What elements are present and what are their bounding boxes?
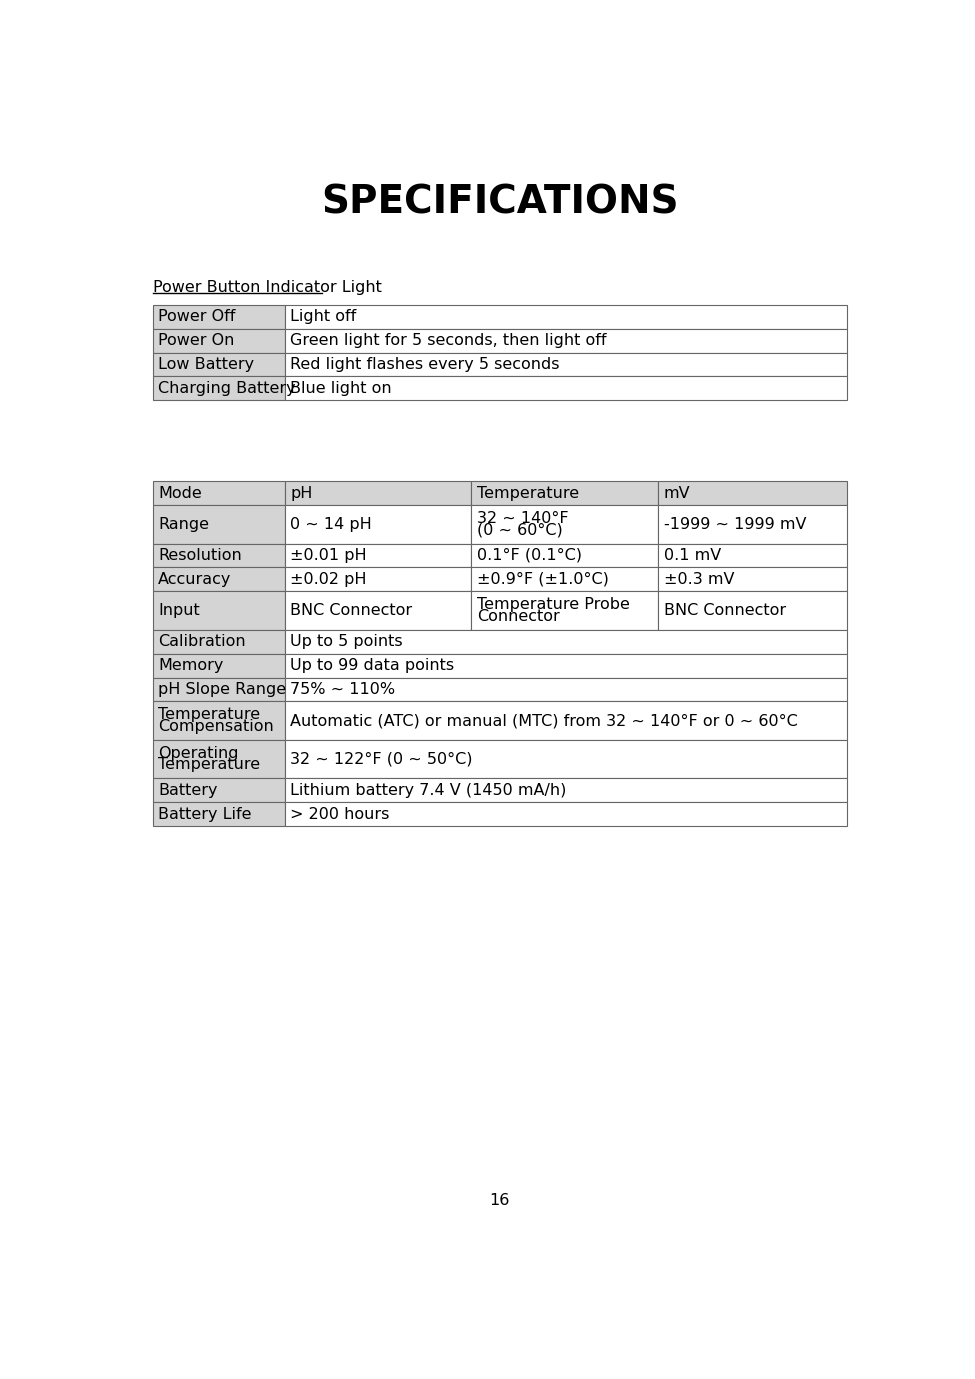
Bar (285, 592, 471, 630)
Bar (471, 592, 658, 630)
Bar (153, 505, 285, 543)
Text: pH: pH (290, 485, 312, 501)
Bar (658, 505, 846, 543)
Text: pH Slope Range: pH Slope Range (158, 683, 287, 696)
Bar (471, 567, 658, 592)
Bar (153, 677, 285, 702)
Bar (658, 543, 846, 567)
Text: Compensation: Compensation (158, 718, 274, 734)
Text: mV: mV (664, 485, 690, 501)
Text: Automatic (ATC) or manual (MTC) from 32 ~ 140°F or 0 ~ 60°C: Automatic (ATC) or manual (MTC) from 32 … (290, 713, 798, 728)
Bar (153, 654, 285, 677)
Bar (153, 778, 285, 803)
Bar (285, 803, 846, 826)
Text: Blue light on: Blue light on (290, 381, 392, 396)
Text: Lithium battery 7.4 V (1450 mA/h): Lithium battery 7.4 V (1450 mA/h) (290, 783, 566, 798)
Bar (285, 505, 471, 543)
Text: Connector: Connector (477, 608, 560, 623)
Text: Calibration: Calibration (158, 634, 246, 650)
Text: Red light flashes every 5 seconds: Red light flashes every 5 seconds (290, 357, 560, 372)
Text: > 200 hours: > 200 hours (290, 807, 389, 822)
Bar (153, 481, 285, 505)
Text: 75% ~ 110%: 75% ~ 110% (290, 683, 395, 696)
Text: BNC Connector: BNC Connector (664, 603, 786, 618)
Text: ±0.01 pH: ±0.01 pH (290, 547, 367, 563)
Bar (658, 592, 846, 630)
Bar (285, 741, 846, 778)
Bar (285, 328, 846, 353)
Bar (471, 481, 658, 505)
Text: Power Off: Power Off (158, 309, 236, 324)
Text: 32 ~ 122°F (0 ~ 50°C): 32 ~ 122°F (0 ~ 50°C) (290, 752, 473, 767)
Text: Light off: Light off (290, 309, 356, 324)
Text: Temperature: Temperature (158, 757, 260, 772)
Text: Power Button Indicator Light: Power Button Indicator Light (153, 280, 382, 295)
Text: Operating: Operating (158, 746, 239, 761)
Text: Temperature Probe: Temperature Probe (477, 597, 630, 612)
Bar (285, 305, 846, 328)
Bar (658, 567, 846, 592)
Text: SPECIFICATIONS: SPECIFICATIONS (321, 183, 679, 222)
Text: 0 ~ 14 pH: 0 ~ 14 pH (290, 517, 371, 532)
Text: Charging Battery: Charging Battery (158, 381, 296, 396)
Bar (285, 778, 846, 803)
Text: 32 ~ 140°F: 32 ~ 140°F (477, 512, 568, 525)
Text: Battery: Battery (158, 783, 217, 798)
Bar (658, 481, 846, 505)
Bar (153, 376, 285, 400)
Bar (153, 567, 285, 592)
Text: Temperature: Temperature (158, 707, 260, 723)
Bar (285, 702, 846, 741)
Text: 0.1 mV: 0.1 mV (664, 547, 721, 563)
Text: Input: Input (158, 603, 200, 618)
Bar (471, 505, 658, 543)
Text: Up to 5 points: Up to 5 points (290, 634, 403, 650)
Text: Battery Life: Battery Life (158, 807, 252, 822)
Bar (153, 702, 285, 741)
Text: Power On: Power On (158, 334, 235, 348)
Text: 0.1°F (0.1°C): 0.1°F (0.1°C) (477, 547, 582, 563)
Text: Resolution: Resolution (158, 547, 242, 563)
Bar (285, 376, 846, 400)
Bar (285, 567, 471, 592)
Bar (153, 305, 285, 328)
Bar (285, 353, 846, 376)
Bar (153, 543, 285, 567)
Bar (285, 654, 846, 677)
Bar (153, 328, 285, 353)
Bar (285, 677, 846, 702)
Text: BNC Connector: BNC Connector (290, 603, 412, 618)
Text: Mode: Mode (158, 485, 202, 501)
Text: (0 ~ 60°C): (0 ~ 60°C) (477, 523, 563, 538)
Bar (153, 353, 285, 376)
Text: Memory: Memory (158, 658, 223, 673)
Text: 16: 16 (489, 1193, 510, 1208)
Text: ±0.3 mV: ±0.3 mV (664, 572, 734, 587)
Bar (285, 481, 471, 505)
Bar (153, 630, 285, 654)
Text: Accuracy: Accuracy (158, 572, 232, 587)
Text: Green light for 5 seconds, then light off: Green light for 5 seconds, then light of… (290, 334, 606, 348)
Bar (153, 803, 285, 826)
Bar (153, 592, 285, 630)
Text: -1999 ~ 1999 mV: -1999 ~ 1999 mV (664, 517, 806, 532)
Text: Low Battery: Low Battery (158, 357, 254, 372)
Bar (471, 543, 658, 567)
Text: Temperature: Temperature (477, 485, 579, 501)
Bar (285, 543, 471, 567)
Text: Up to 99 data points: Up to 99 data points (290, 658, 454, 673)
Bar (285, 630, 846, 654)
Bar (153, 741, 285, 778)
Text: Range: Range (158, 517, 210, 532)
Text: ±0.9°F (±1.0°C): ±0.9°F (±1.0°C) (477, 572, 608, 587)
Text: ±0.02 pH: ±0.02 pH (290, 572, 367, 587)
